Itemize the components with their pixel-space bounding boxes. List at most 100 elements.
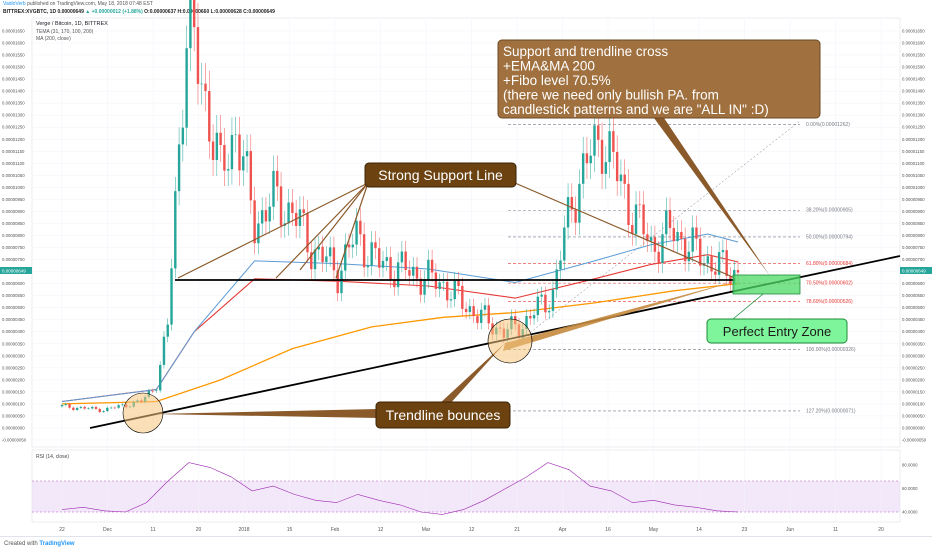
candle-body[interactable] [109,407,113,409]
candle-body[interactable] [544,294,547,313]
candle-body[interactable] [570,197,574,210]
candle-body[interactable] [717,252,721,275]
candle-body[interactable] [83,406,86,409]
candle-body[interactable] [385,257,388,261]
candle-body[interactable] [351,244,354,248]
candle-body[interactable] [302,209,305,214]
candle-body[interactable] [264,210,268,222]
candle-body[interactable] [249,151,253,201]
candle-body[interactable] [536,296,540,316]
candle-body[interactable] [412,266,415,276]
candle-body[interactable] [189,0,192,49]
candle-body[interactable] [79,406,83,408]
candle-body[interactable] [725,250,728,277]
candle-body[interactable] [736,269,740,273]
candle-body[interactable] [423,279,426,295]
entry-zone-rect[interactable] [732,274,801,295]
candle-body[interactable] [574,209,577,223]
candle-body[interactable] [400,251,404,263]
candle-body[interactable] [192,0,196,28]
candle-body[interactable] [219,132,222,146]
candle-body[interactable] [578,183,581,223]
candle-body[interactable] [661,234,664,263]
strong-support-callout[interactable] [364,162,517,188]
candle-body[interactable] [457,280,460,286]
candle-body[interactable] [328,247,332,257]
candle-body[interactable] [325,256,328,263]
candle-body[interactable] [680,232,683,239]
candle-body[interactable] [230,134,234,170]
candle-body[interactable] [340,270,343,294]
candle-body[interactable] [438,282,441,289]
candle-body[interactable] [68,404,71,408]
candle-body[interactable] [525,315,528,330]
candle-body[interactable] [479,309,483,323]
candle-body[interactable] [615,151,619,182]
ma-200-line[interactable] [61,282,739,405]
candle-body[interactable] [196,27,200,84]
candle-body[interactable] [540,294,543,297]
candle-body[interactable] [551,289,555,311]
candle-body[interactable] [215,132,219,161]
candle-body[interactable] [245,151,249,157]
candle-body[interactable] [234,134,237,136]
candle-body[interactable] [260,210,264,224]
candle-body[interactable] [563,227,566,261]
candle-body[interactable] [381,260,385,268]
candle-body[interactable] [226,169,230,171]
candle-body[interactable] [566,197,570,228]
candle-body[interactable] [268,206,271,222]
rsi-label[interactable]: RSI (14, close) [36,454,69,460]
candle-body[interactable] [714,271,717,275]
candle-body[interactable] [649,237,653,241]
candle-body[interactable] [253,200,256,244]
candle-body[interactable] [370,242,373,266]
candle-body[interactable] [446,281,449,301]
candle-body[interactable] [408,270,411,276]
candle-body[interactable] [374,242,377,249]
legend-ma[interactable]: MA (200, close) [36,36,71,42]
candle-body[interactable] [631,225,634,235]
candle-body[interactable] [200,83,203,85]
candle-body[interactable] [223,145,226,171]
candle-body[interactable] [306,213,309,253]
rsi-line[interactable] [61,462,739,515]
bounce-circle-1[interactable] [122,392,164,434]
candle-body[interactable] [204,83,207,92]
candle-body[interactable] [355,220,358,245]
candle-body[interactable] [276,170,279,187]
candle-body[interactable] [453,280,456,300]
candle-body[interactable] [585,153,589,164]
candle-body[interactable] [279,186,283,226]
candle-body[interactable] [208,91,211,142]
candle-body[interactable] [102,411,105,413]
candle-body[interactable] [238,134,241,171]
candle-body[interactable] [177,144,181,192]
candle-body[interactable] [151,390,154,392]
candle-body[interactable] [695,227,698,239]
candle-body[interactable] [211,141,215,161]
candle-body[interactable] [389,257,392,280]
candle-body[interactable] [313,249,317,270]
candle-body[interactable] [623,174,626,184]
candle-body[interactable] [706,256,709,264]
publisher-name[interactable]: VaidoVerb [3,1,26,7]
candle-body[interactable] [396,262,400,288]
candle-body[interactable] [532,315,536,319]
tradingview-logo[interactable]: TradingView [39,541,75,547]
candle-body[interactable] [166,324,169,337]
candle-body[interactable] [291,202,294,213]
candle-body[interactable] [638,204,642,206]
candle-body[interactable] [310,252,313,270]
candle-body[interactable] [257,223,260,244]
candle-body[interactable] [393,279,396,288]
candle-body[interactable] [317,246,321,250]
candle-body[interactable] [332,247,336,271]
candle-body[interactable] [242,156,245,171]
candle-body[interactable] [642,204,645,235]
candle-body[interactable] [106,407,109,412]
candle-body[interactable] [487,305,490,324]
candle-body[interactable] [362,234,366,268]
candle-body[interactable] [64,404,67,406]
candle-body[interactable] [117,405,120,408]
